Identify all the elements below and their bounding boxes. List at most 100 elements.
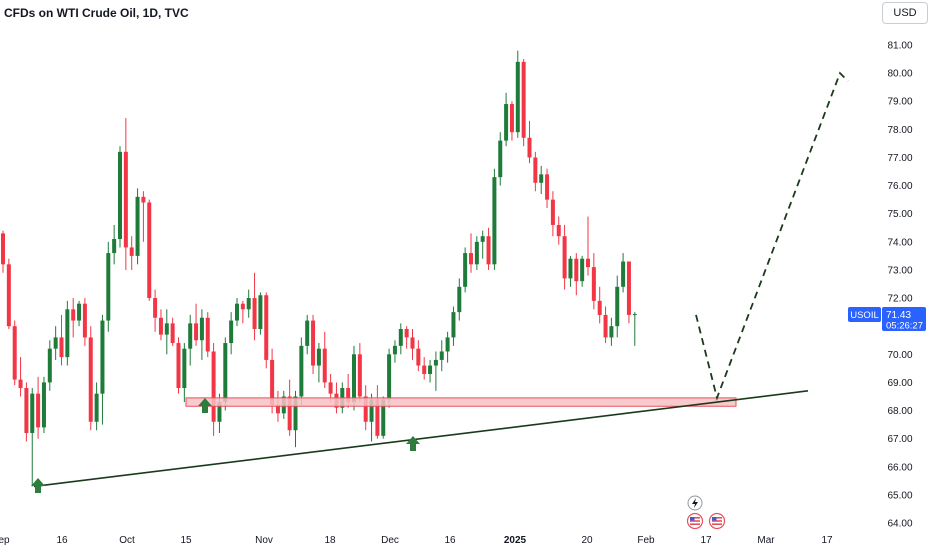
candle-body bbox=[94, 393, 99, 422]
candle-body bbox=[550, 199, 555, 225]
candle-body bbox=[135, 196, 140, 256]
candle-body bbox=[404, 328, 409, 338]
price-tick-label: 69.00 bbox=[887, 378, 912, 389]
price-tick-label: 68.00 bbox=[887, 406, 912, 417]
candle-body bbox=[41, 382, 46, 428]
price-tick-label: 65.00 bbox=[887, 490, 912, 501]
candle-body bbox=[12, 326, 17, 380]
candle-body bbox=[6, 264, 11, 327]
candle-body bbox=[246, 298, 251, 310]
currency-button[interactable]: USD bbox=[882, 2, 928, 24]
candle-body bbox=[539, 174, 544, 183]
price-tick-label: 75.00 bbox=[887, 209, 912, 220]
badge-symbol: USOIL bbox=[850, 310, 879, 321]
time-tick-label: 17 bbox=[700, 535, 712, 546]
candle-body bbox=[439, 351, 444, 360]
support-zone bbox=[185, 397, 737, 407]
candle-body bbox=[141, 196, 146, 203]
price-tick-label: 66.00 bbox=[887, 462, 912, 473]
time-axis[interactable]: ep 16 Oct 15 Nov 18 Dec 16 2025 20 Feb 17 Mar 17 bbox=[0, 535, 833, 546]
candle-body bbox=[474, 241, 479, 265]
candle-body bbox=[568, 258, 573, 279]
candle-body bbox=[112, 239, 117, 254]
candle-body bbox=[182, 348, 187, 389]
candle-body bbox=[515, 61, 520, 133]
arrow-up-icon bbox=[406, 436, 420, 451]
candle-body bbox=[123, 151, 128, 248]
badge-price: 71.43 bbox=[886, 310, 911, 321]
candle-body bbox=[451, 312, 456, 338]
candle-body bbox=[287, 396, 292, 431]
candle-body bbox=[293, 396, 298, 431]
candle-body bbox=[153, 298, 158, 318]
candle-body bbox=[357, 354, 362, 397]
time-tick-label: 16 bbox=[444, 535, 456, 546]
price-tick-label: 70.00 bbox=[887, 350, 912, 361]
time-tick-label: Dec bbox=[381, 535, 399, 546]
us-flag-icon[interactable] bbox=[686, 512, 704, 530]
candle-body bbox=[275, 404, 280, 414]
candle-body bbox=[591, 267, 596, 301]
time-tick-label: Oct bbox=[119, 535, 135, 546]
candle-body bbox=[305, 320, 310, 346]
candle-body bbox=[129, 247, 134, 256]
candle-body bbox=[223, 343, 228, 403]
lightning-icon[interactable] bbox=[687, 495, 703, 511]
candle-body bbox=[217, 402, 222, 422]
candle-body bbox=[299, 345, 304, 397]
candle-body bbox=[252, 298, 257, 329]
candle-body bbox=[164, 323, 169, 335]
candle-body bbox=[626, 261, 631, 315]
candle-body bbox=[363, 396, 368, 422]
projection-path bbox=[695, 71, 849, 401]
candle-body bbox=[205, 317, 210, 352]
candle-body bbox=[352, 354, 356, 403]
candle-body bbox=[533, 157, 538, 183]
candle-body bbox=[433, 359, 438, 366]
arrow-up-icon bbox=[31, 478, 45, 493]
candle-body bbox=[71, 309, 76, 321]
time-tick-label: Mar bbox=[757, 535, 775, 546]
candle-body bbox=[615, 286, 620, 327]
candle-body bbox=[53, 337, 58, 349]
price-tick-label: 77.00 bbox=[887, 153, 912, 164]
candle-body bbox=[235, 303, 239, 321]
badge-countdown: 05:26:27 bbox=[886, 321, 923, 332]
candle-body bbox=[375, 399, 380, 436]
time-tick-label: ep bbox=[0, 535, 10, 546]
candle-body bbox=[30, 393, 35, 434]
candle-body bbox=[580, 258, 585, 282]
us-flag-icon[interactable] bbox=[708, 512, 726, 530]
candle-body bbox=[328, 382, 333, 394]
price-tick-label: 74.00 bbox=[887, 237, 912, 248]
candle-body bbox=[369, 399, 374, 422]
candle-body bbox=[416, 348, 421, 366]
candle-body bbox=[100, 320, 105, 394]
candle-body bbox=[240, 303, 245, 310]
candle-body bbox=[422, 365, 427, 374]
ascending-trendline bbox=[33, 390, 809, 488]
price-axis[interactable]: 81.00 80.00 79.00 78.00 77.00 76.00 75.00 74.00… bbox=[887, 41, 912, 530]
candles-group bbox=[1, 50, 637, 487]
candle-body bbox=[486, 236, 491, 265]
candle-body bbox=[194, 323, 199, 341]
price-tick-label: 78.00 bbox=[887, 125, 912, 136]
candle-body bbox=[445, 337, 450, 352]
time-tick-label: 18 bbox=[324, 535, 336, 546]
candle-body bbox=[498, 140, 503, 178]
time-tick-label: 15 bbox=[180, 535, 192, 546]
candle-body bbox=[527, 137, 532, 158]
price-tick-label: 67.00 bbox=[887, 434, 912, 445]
price-tick-label: 76.00 bbox=[887, 181, 912, 192]
candle-body bbox=[211, 351, 216, 422]
candle-body bbox=[24, 388, 29, 434]
candle-body bbox=[258, 295, 263, 329]
candle-body bbox=[428, 365, 433, 374]
candle-body bbox=[147, 202, 152, 299]
candle-body bbox=[609, 326, 614, 338]
candle-body bbox=[270, 359, 275, 405]
candle-body bbox=[521, 61, 526, 138]
candle-body bbox=[118, 151, 122, 240]
candle-body bbox=[492, 177, 497, 265]
